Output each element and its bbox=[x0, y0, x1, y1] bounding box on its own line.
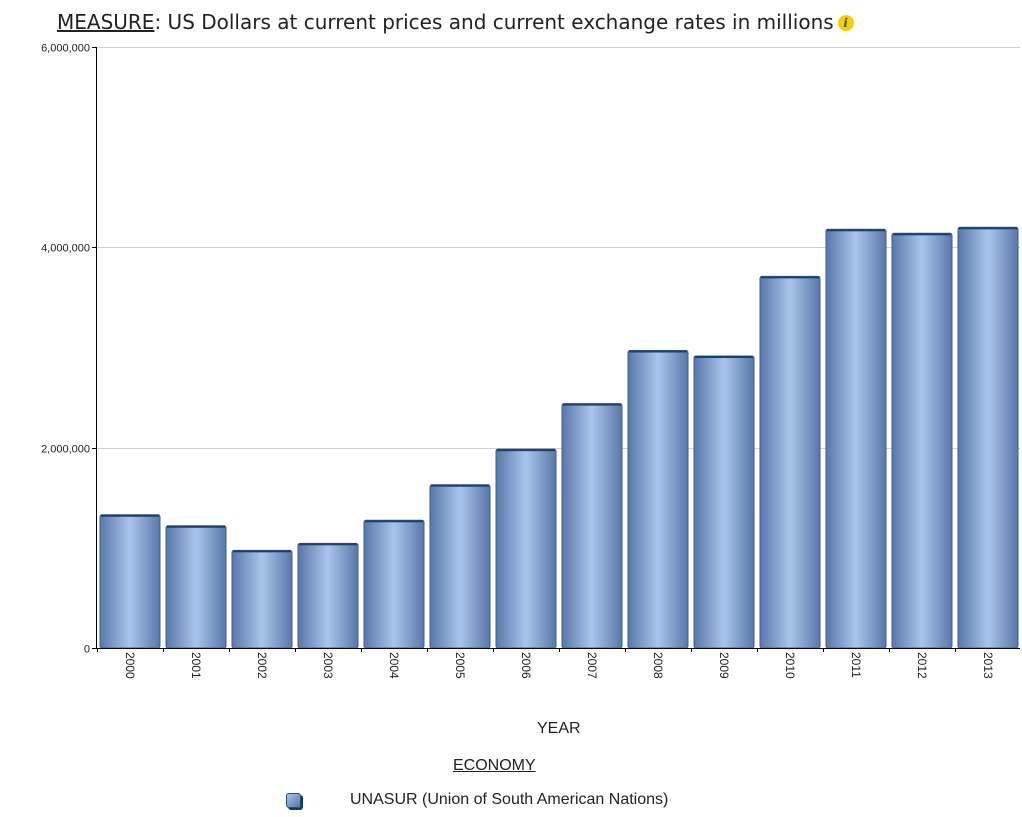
x-tick-label: 2006 bbox=[519, 652, 533, 679]
bar-2011[interactable] bbox=[825, 228, 887, 649]
info-icon[interactable]: i bbox=[837, 15, 854, 31]
x-tick-label: 2002 bbox=[255, 652, 269, 679]
bar-2007[interactable] bbox=[561, 403, 623, 649]
bar-2000[interactable] bbox=[99, 514, 161, 649]
legend-label: UNASUR (Union of South American Nations) bbox=[350, 791, 669, 808]
bar-2001[interactable] bbox=[165, 525, 227, 649]
bar-top-edge bbox=[299, 543, 357, 546]
legend-swatch bbox=[286, 792, 301, 808]
bar-top-edge bbox=[167, 525, 225, 528]
bar-2009[interactable] bbox=[693, 355, 755, 649]
bar-top-edge bbox=[365, 520, 423, 523]
x-tick-label: 2009 bbox=[717, 652, 731, 679]
bar-2012[interactable] bbox=[891, 232, 953, 649]
bar-top-edge bbox=[431, 484, 489, 487]
axes bbox=[92, 47, 1020, 652]
x-tick-label: 2011 bbox=[849, 652, 863, 678]
bar-top-edge bbox=[497, 449, 555, 452]
x-tick-label: 2013 bbox=[981, 652, 995, 679]
y-tick-label: 2,000,000 bbox=[41, 444, 90, 456]
bar-2005[interactable] bbox=[429, 484, 491, 649]
y-tick-labels: 0 2,000,000 4,000,000 6,000,000 bbox=[41, 43, 90, 656]
x-axis-title: YEAR bbox=[537, 720, 581, 737]
x-tick-label: 2012 bbox=[915, 652, 929, 679]
legend-title[interactable]: ECONOMY bbox=[453, 757, 536, 774]
legend-item[interactable]: UNASUR (Union of South American Nations) bbox=[286, 789, 668, 811]
bar-top-edge bbox=[695, 356, 753, 359]
x-tick-label: 2010 bbox=[783, 652, 797, 679]
y-tick-label: 6,000,000 bbox=[41, 43, 90, 55]
x-tick-labels: 2000 2001 2002 2003 2004 2005 2006 2007 2008 2009… bbox=[123, 652, 995, 679]
bar-top-edge bbox=[893, 233, 951, 236]
y-tick-label: 0 bbox=[84, 644, 90, 656]
measure-key-link[interactable]: MEASURE bbox=[57, 10, 155, 34]
bar-2008[interactable] bbox=[627, 350, 689, 649]
bar-2010[interactable] bbox=[759, 275, 821, 649]
x-tick-label: 2007 bbox=[585, 652, 599, 679]
x-tick-label: 2008 bbox=[651, 652, 665, 679]
bar-top-edge bbox=[233, 550, 291, 553]
bar-top-edge bbox=[761, 276, 819, 279]
bar-2013[interactable] bbox=[957, 226, 1019, 649]
bar-2004[interactable] bbox=[363, 519, 425, 649]
bar-top-edge bbox=[629, 350, 687, 353]
bars bbox=[99, 226, 1019, 649]
bar-top-edge bbox=[959, 227, 1017, 230]
y-tick-label: 4,000,000 bbox=[41, 243, 90, 255]
bar-top-edge bbox=[827, 229, 885, 232]
bar-top-edge bbox=[563, 403, 621, 406]
x-tick-label: 2005 bbox=[453, 652, 467, 679]
bar-2002[interactable] bbox=[231, 549, 293, 649]
x-tick-label: 2001 bbox=[189, 652, 203, 679]
x-tick-label: 2003 bbox=[321, 652, 335, 679]
x-tick-label: 2000 bbox=[123, 652, 137, 679]
x-tick-label: 2004 bbox=[387, 652, 401, 679]
measure-value: : US Dollars at current prices and curre… bbox=[154, 10, 834, 34]
chart-title: MEASURE: US Dollars at current prices an… bbox=[57, 10, 854, 34]
bar-2003[interactable] bbox=[297, 542, 359, 649]
bar-2006[interactable] bbox=[495, 448, 557, 649]
bar-top-edge bbox=[101, 514, 159, 517]
